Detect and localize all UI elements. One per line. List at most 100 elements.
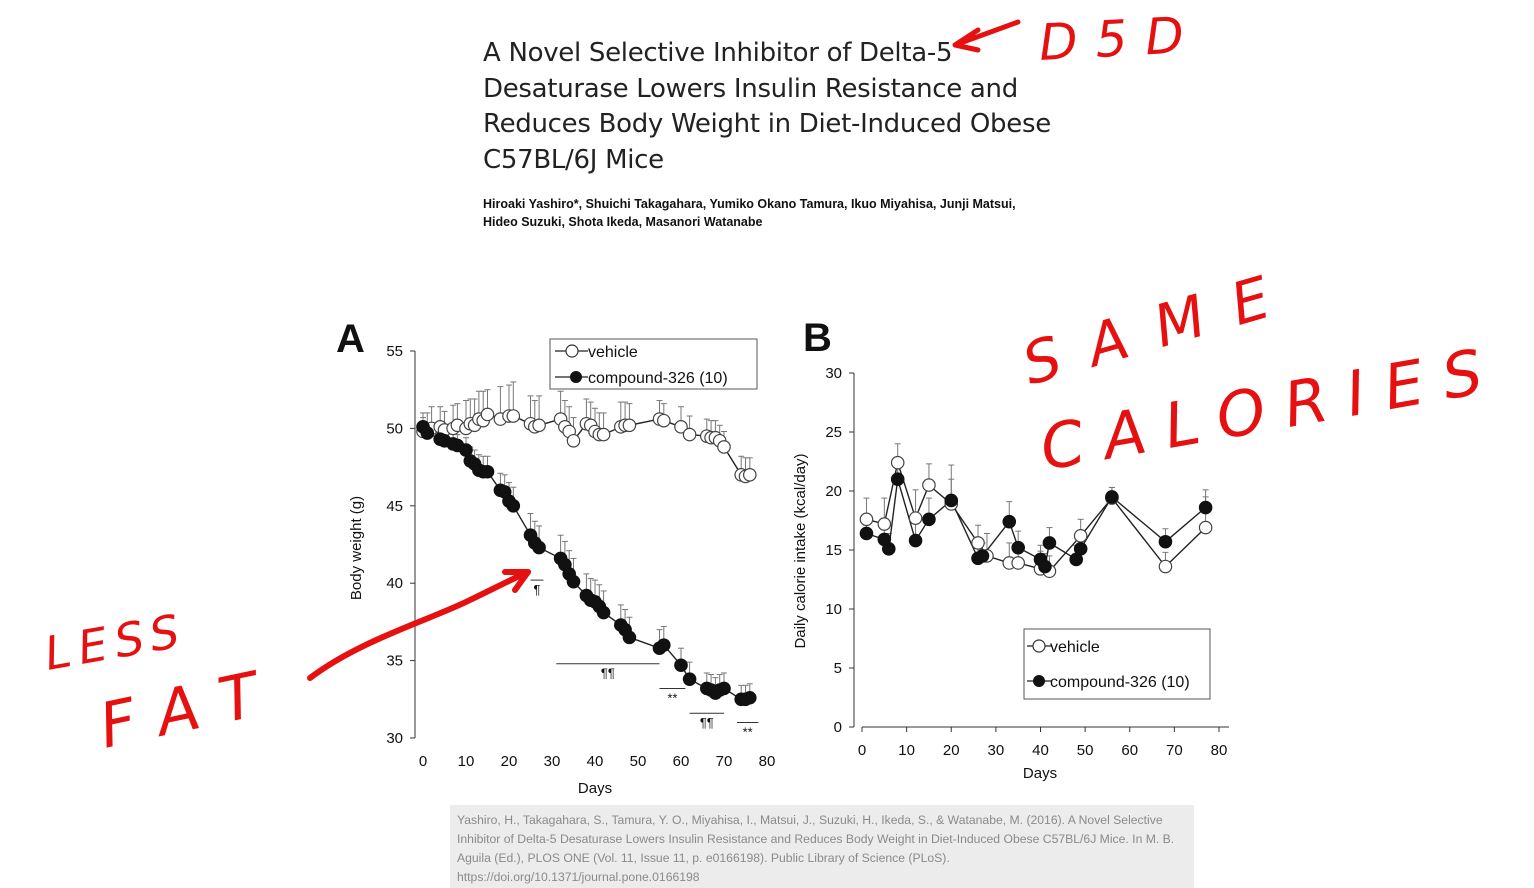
panel-a-chart: A Days Body weight (g) 30 35 40 45 50 55 0 10 20…	[336, 317, 775, 797]
b-x-tick-label: 20	[943, 742, 960, 759]
b-x-tick-label: 70	[1166, 742, 1183, 759]
b-vehicle-point	[859, 512, 874, 527]
legend-compound-marker	[570, 371, 582, 383]
a-vehicle-point	[682, 427, 697, 442]
b-y-tick-label: 5	[834, 660, 842, 677]
b-vehicle-point	[1073, 529, 1088, 543]
a-vehicle-point	[622, 418, 637, 433]
panel-a-label: A	[336, 317, 365, 361]
b-vehicle-point	[1198, 520, 1213, 535]
b-compound-point	[1011, 540, 1025, 555]
panel-a-y-label: Body weight (g)	[348, 496, 365, 600]
b-compound-point	[1105, 490, 1119, 504]
b-compound-point	[1158, 534, 1173, 549]
legend-b-vehicle-marker	[1032, 639, 1046, 653]
a-vehicle-point	[656, 413, 671, 428]
annotation-less: LESS	[41, 603, 192, 681]
b-compound-point	[908, 533, 923, 548]
citation-box: Yashiro, H., Takagahara, S., Tamura, Y. …	[450, 805, 1194, 888]
b-vehicle-line	[866, 460, 1207, 572]
legend-b-vehicle-label: vehicle	[1050, 639, 1100, 656]
a-vehicle-point	[566, 433, 581, 448]
handwritten-annotations: D5D SAME CALORIES LESS FAT	[41, 6, 1508, 763]
b-x-tick-label: 40	[1032, 742, 1049, 759]
b-y-tick-label: 20	[825, 483, 842, 500]
b-vehicle-point	[922, 478, 936, 492]
less-fat-arrow	[307, 569, 531, 681]
panel-b-y-label: Daily calorie intake (kcal/day)	[792, 453, 809, 648]
b-compound-point	[1002, 514, 1017, 529]
b-vehicle-point	[908, 511, 923, 525]
b-compound-point	[922, 512, 936, 527]
a-compound-point	[480, 464, 495, 479]
b-x-tick-label: 50	[1077, 742, 1094, 759]
b-compound-point	[881, 542, 896, 556]
panel-a-legend: vehicle compound-326 (10)	[549, 338, 758, 390]
b-y-tick-label: 15	[825, 542, 842, 559]
d5d-arrow	[952, 19, 1021, 53]
a-x-tick-label: 70	[716, 753, 733, 770]
b-compound-point	[1038, 559, 1052, 574]
panel-b-label: B	[803, 316, 832, 360]
legend-vehicle-label: vehicle	[588, 344, 638, 361]
legend-compound-label: compound-326 (10)	[588, 370, 728, 387]
b-vehicle-point	[877, 517, 892, 531]
a-compound-point	[566, 574, 581, 589]
a-y-tick-label: 45	[386, 498, 403, 515]
a-y-tick-label: 30	[386, 730, 403, 747]
a-y-tick-label: 55	[386, 343, 403, 360]
a-compound-point	[596, 605, 611, 620]
a-vehicle-point	[480, 407, 495, 422]
a-compound-point	[622, 630, 637, 645]
a-vehicle-point	[717, 440, 731, 454]
annotation-d5d: D5D	[1038, 6, 1204, 72]
legend-vehicle-marker	[565, 344, 579, 358]
panel-a-x-label: Days	[578, 780, 612, 797]
b-compound-point	[975, 549, 990, 563]
a-compound-point	[420, 426, 435, 440]
b-compound-point	[1042, 536, 1057, 550]
b-y-tick-label: 25	[825, 424, 842, 441]
b-x-tick-label: 60	[1121, 742, 1138, 759]
a-compound-point	[656, 638, 671, 652]
a-compound-point	[506, 498, 521, 513]
b-x-tick-label: 10	[898, 742, 915, 759]
a-significance-label: **	[667, 690, 677, 705]
a-significance-label: ¶¶	[700, 715, 714, 730]
a-x-tick-label: 20	[501, 753, 518, 770]
b-vehicle-point	[1011, 556, 1025, 570]
a-x-tick-label: 80	[759, 753, 776, 770]
a-compound-point	[674, 658, 688, 673]
a-significance-label: ¶	[533, 582, 540, 597]
b-vehicle-point	[971, 536, 985, 550]
panel-b-chart: B Days Daily calorie intake (kcal/day) 0…	[792, 316, 1229, 782]
a-compound-point	[742, 690, 757, 705]
b-vehicle-point	[1158, 559, 1173, 574]
b-y-tick-label: 10	[825, 601, 842, 618]
b-compound-point	[1073, 542, 1088, 556]
b-compound-point	[859, 526, 874, 541]
b-x-tick-label: 30	[988, 742, 1005, 759]
a-x-tick-label: 10	[458, 753, 475, 770]
paper-authors: Hiroaki Yashiro*, Shuichi Takagahara, Yu…	[483, 197, 1016, 229]
b-vehicle-point	[890, 455, 905, 470]
a-x-tick-label: 60	[673, 753, 690, 770]
a-vehicle-point	[506, 409, 521, 423]
panel-b-x-label: Days	[1023, 765, 1057, 782]
a-significance-label: ¶¶	[601, 666, 615, 681]
b-x-tick-label: 0	[858, 742, 866, 759]
a-x-tick-label: 50	[630, 753, 647, 770]
annotation-fat: FAT	[93, 653, 290, 763]
a-vehicle-point	[674, 420, 688, 434]
a-y-tick-label: 35	[386, 653, 403, 670]
a-x-tick-label: 0	[419, 753, 427, 770]
a-y-tick-label: 50	[386, 420, 403, 437]
a-vehicle-point	[742, 468, 757, 482]
a-significance-label: **	[743, 725, 753, 740]
a-vehicle-point	[596, 427, 611, 442]
a-x-tick-label: 40	[587, 753, 604, 770]
a-compound-point	[682, 672, 697, 686]
b-y-tick-label: 30	[825, 365, 842, 382]
a-compound-point	[532, 540, 546, 555]
